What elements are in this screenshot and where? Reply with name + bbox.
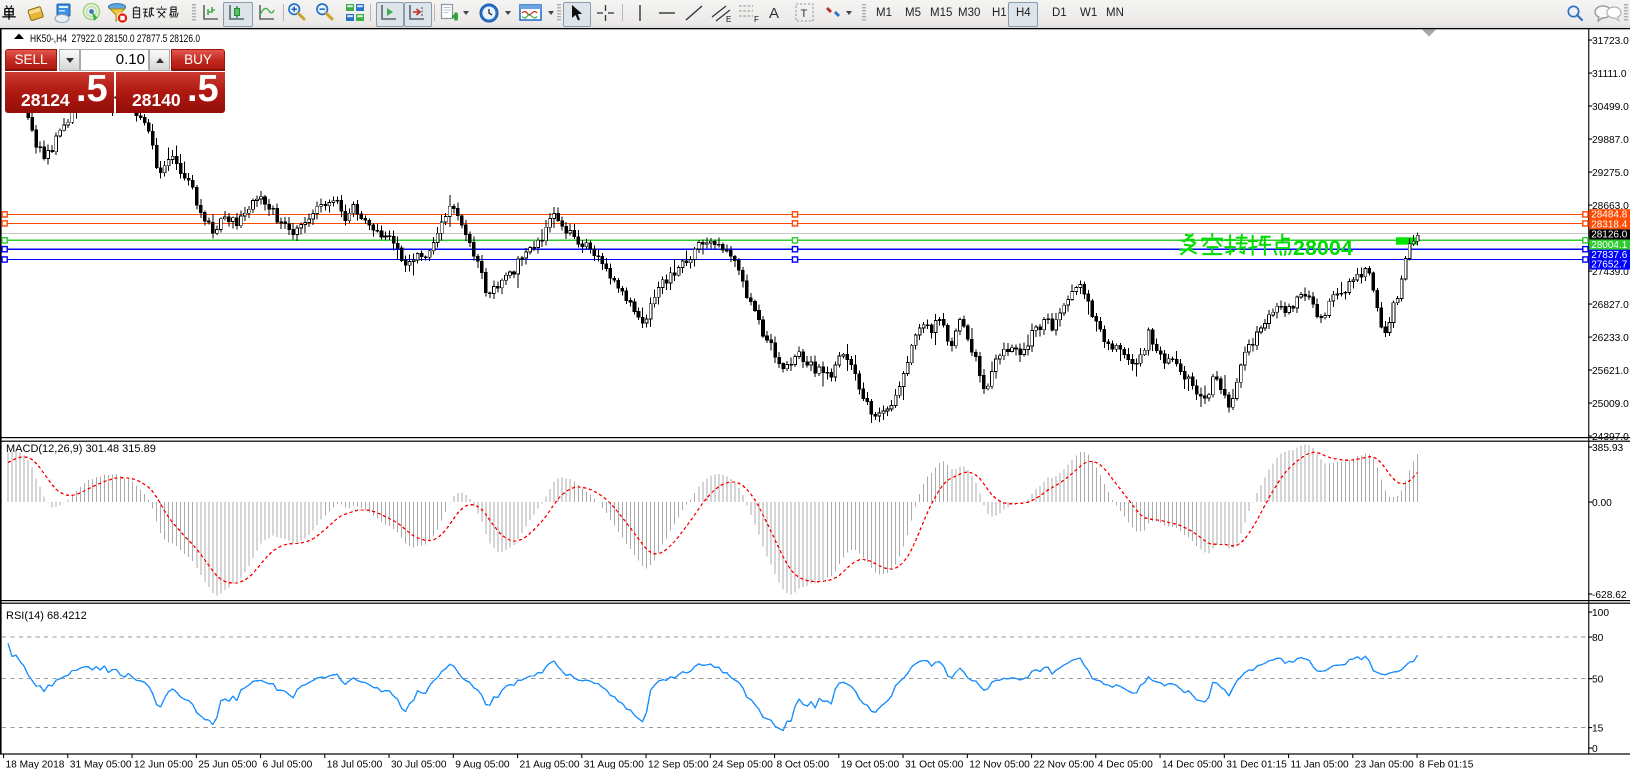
svg-text:31 Dec 01:15: 31 Dec 01:15 <box>1226 760 1287 769</box>
svg-text:30499.0: 30499.0 <box>1592 102 1629 113</box>
svg-text:18 Jul 05:00: 18 Jul 05:00 <box>327 760 383 769</box>
svg-text:24397.0: 24397.0 <box>1592 432 1629 443</box>
svg-text:F: F <box>754 15 759 23</box>
svg-text:25621.0: 25621.0 <box>1592 366 1629 377</box>
svg-text:28004.1: 28004.1 <box>1591 240 1628 251</box>
svg-text:28004: 28004 <box>1293 236 1353 260</box>
svg-text:8 Feb 01:15: 8 Feb 01:15 <box>1419 760 1474 769</box>
svg-text:8 Oct 05:00: 8 Oct 05:00 <box>777 760 830 769</box>
svg-text:E: E <box>726 15 731 23</box>
svg-text:24 Sep 05:00: 24 Sep 05:00 <box>712 760 773 769</box>
svg-text:15: 15 <box>1592 724 1604 735</box>
svg-text:28484.8: 28484.8 <box>1591 210 1628 221</box>
svg-text:0: 0 <box>1592 744 1598 755</box>
svg-text:31723.0: 31723.0 <box>1592 36 1629 47</box>
svg-text:T: T <box>801 8 808 20</box>
svg-text:31 May 05:00: 31 May 05:00 <box>70 760 132 769</box>
svg-text:29275.0: 29275.0 <box>1592 168 1629 179</box>
svg-text:26233.0: 26233.0 <box>1592 333 1629 344</box>
svg-text:31111.0: 31111.0 <box>1592 69 1627 80</box>
svg-text:-628.62: -628.62 <box>1592 590 1627 601</box>
svg-text:0.00: 0.00 <box>1592 498 1612 509</box>
svg-text:28663.0: 28663.0 <box>1592 201 1629 212</box>
svg-text:HK50-,H4 27922.0 28150.0 2787: HK50-,H4 27922.0 28150.0 27877.5 28126.0 <box>30 33 200 45</box>
svg-text:25009.0: 25009.0 <box>1592 399 1629 410</box>
svg-text:22 Nov 05:00: 22 Nov 05:00 <box>1034 760 1095 769</box>
svg-text:9 Aug 05:00: 9 Aug 05:00 <box>455 760 510 769</box>
svg-text:11 Jan 05:00: 11 Jan 05:00 <box>1291 760 1349 769</box>
svg-text:27439.0: 27439.0 <box>1592 267 1629 278</box>
svg-text:14 Dec 05:00: 14 Dec 05:00 <box>1162 760 1223 769</box>
svg-text:30 Jul 05:00: 30 Jul 05:00 <box>391 760 447 769</box>
svg-text:27652.7: 27652.7 <box>1591 260 1628 271</box>
svg-text:12 Nov 05:00: 12 Nov 05:00 <box>969 760 1030 769</box>
svg-text:100: 100 <box>1592 608 1609 619</box>
svg-text:19 Oct 05:00: 19 Oct 05:00 <box>841 760 900 769</box>
svg-text:26827.0: 26827.0 <box>1592 300 1629 311</box>
svg-text:4 Dec 05:00: 4 Dec 05:00 <box>1098 760 1153 769</box>
svg-text:25 Jun 05:00: 25 Jun 05:00 <box>198 760 257 769</box>
svg-text:MACD(12,26,9) 301.48 315.89: MACD(12,26,9) 301.48 315.89 <box>6 443 156 455</box>
svg-text:80: 80 <box>1592 633 1604 644</box>
svg-text:28126.0: 28126.0 <box>1591 230 1628 241</box>
svg-text:6 Jul 05:00: 6 Jul 05:00 <box>263 760 313 769</box>
svg-text:27837.6: 27837.6 <box>1591 250 1628 261</box>
svg-text:29887.0: 29887.0 <box>1592 135 1629 146</box>
svg-text:23 Jan 05:00: 23 Jan 05:00 <box>1355 760 1414 769</box>
svg-text:RSI(14) 68.4212: RSI(14) 68.4212 <box>6 610 87 622</box>
svg-text:12 Sep 05:00: 12 Sep 05:00 <box>648 760 709 769</box>
svg-text:21 Aug 05:00: 21 Aug 05:00 <box>520 760 580 769</box>
svg-text:31 Oct 05:00: 31 Oct 05:00 <box>905 760 964 769</box>
svg-text:50: 50 <box>1592 675 1604 686</box>
svg-text:31 Aug 05:00: 31 Aug 05:00 <box>584 760 644 769</box>
svg-text:12 Jun 05:00: 12 Jun 05:00 <box>134 760 193 769</box>
svg-text:18 May 2018: 18 May 2018 <box>6 760 65 769</box>
svg-text:28318.4: 28318.4 <box>1591 220 1628 231</box>
svg-text:385.93: 385.93 <box>1592 443 1623 454</box>
